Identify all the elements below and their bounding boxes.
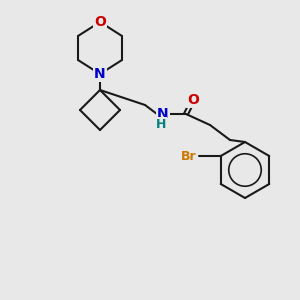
Text: O: O (187, 93, 199, 107)
Text: N: N (157, 107, 169, 121)
Text: O: O (94, 15, 106, 29)
Text: Br: Br (181, 149, 197, 163)
Text: N: N (94, 67, 106, 81)
Text: H: H (156, 118, 166, 131)
